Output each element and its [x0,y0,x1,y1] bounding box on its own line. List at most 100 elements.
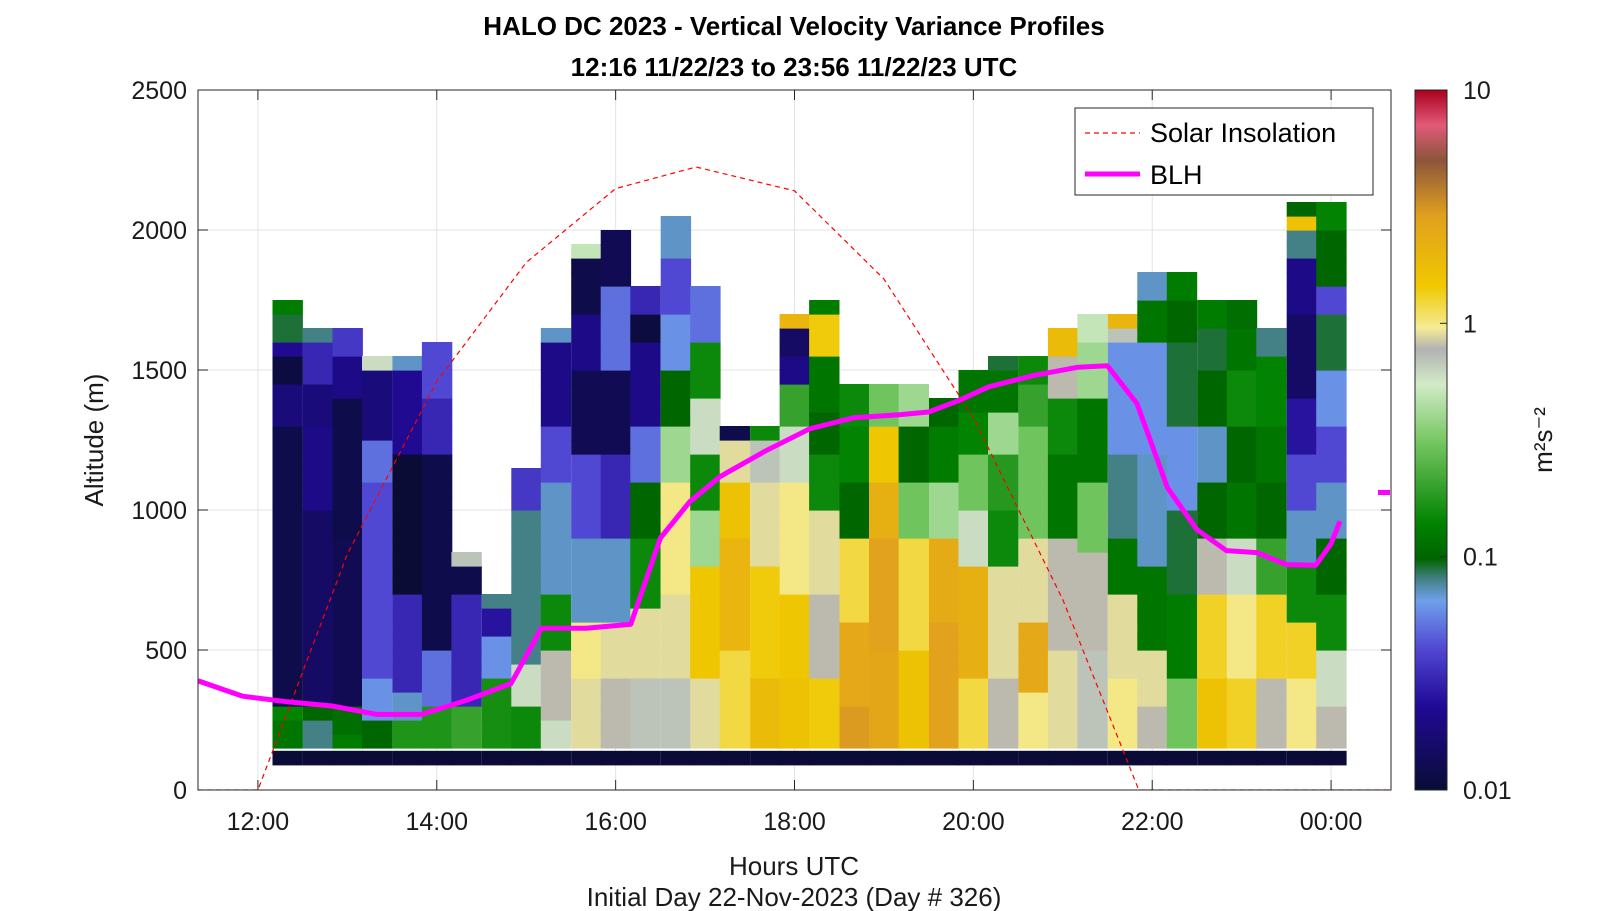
variance-cell [302,342,334,357]
variance-cell [1137,580,1168,595]
variance-cell [272,468,303,483]
variance-cell [958,750,989,766]
variance-cell [451,622,482,637]
variance-cell [272,650,303,665]
variance-cell [1166,608,1198,623]
variance-cell [332,678,363,693]
variance-cell [362,750,393,766]
variance-cell [1197,496,1228,511]
variance-cell [719,496,751,511]
variance-cell [421,664,453,679]
variance-cell [809,356,840,371]
variance-cell [809,734,840,749]
variance-cell [392,650,423,665]
variance-cell [600,384,632,399]
variance-cell [302,664,334,679]
variance-cell [929,650,960,665]
variance-cell [332,552,363,567]
variance-cell [1256,412,1287,427]
variance-cell [630,468,661,483]
variance-cell [660,552,692,567]
variance-cell [719,426,751,441]
variance-cell [929,678,960,693]
variance-cell [1286,370,1318,385]
variance-cell [660,286,692,301]
variance-cell [1316,412,1347,427]
variance-cell [1286,216,1318,231]
variance-cell [1107,608,1139,623]
variance-cell [1316,230,1347,245]
variance-cell [1166,426,1198,441]
variance-cell [1166,300,1198,315]
variance-cell [1166,750,1198,766]
variance-cell [630,300,661,315]
variance-cell [1316,244,1347,259]
variance-cell [540,678,572,693]
variance-cell [1137,706,1168,721]
variance-cell [481,622,513,637]
variance-cell [1197,398,1228,413]
variance-cell [898,384,929,399]
variance-cell [988,538,1019,553]
variance-cell [1316,594,1347,609]
variance-cell [690,398,721,413]
variance-cell [571,608,602,623]
variance-cell [690,720,721,735]
variance-cell [1226,524,1258,539]
variance-cell [1197,426,1228,441]
variance-cell [1047,636,1079,651]
variance-cell [809,608,840,623]
variance-cell [1226,566,1258,581]
variance-cell [1018,552,1049,567]
variance-cell [988,636,1019,651]
variance-cell [779,454,810,469]
variance-cell [1077,440,1108,455]
y-tick-label: 2000 [131,217,187,245]
variance-cell [1047,622,1079,637]
variance-cell [958,566,989,581]
variance-cell [421,524,453,539]
variance-cell [809,482,840,497]
variance-cell [809,328,840,343]
variance-cell [690,650,721,665]
variance-cell [809,664,840,679]
variance-cell [929,664,960,679]
variance-cell [1197,314,1228,329]
variance-cell [660,594,692,609]
variance-cell [571,342,602,357]
y-tick-label: 2500 [131,77,187,105]
variance-cell [451,720,482,735]
variance-cell [1137,650,1168,665]
variance-cell [779,636,810,651]
variance-cell [660,608,692,623]
variance-cell [302,412,334,427]
variance-cell [690,594,721,609]
variance-cell [1047,538,1079,553]
variance-cell [1256,594,1287,609]
variance-cell [750,608,781,623]
variance-cell [1286,412,1318,427]
variance-cell [1077,314,1108,329]
variance-cell [719,594,751,609]
variance-cell [869,552,900,567]
variance-cell [1166,328,1198,343]
variance-cell [332,496,363,511]
variance-cell [1166,692,1198,707]
variance-cell [272,496,303,511]
variance-cell [481,636,513,651]
variance-cell [1077,566,1108,581]
variance-cell [779,552,810,567]
variance-cell [1137,750,1168,766]
variance-cell [779,692,810,707]
variance-cell [1197,468,1228,483]
variance-cell [1166,566,1198,581]
variance-cell [1047,440,1079,455]
variance-cell [1226,650,1258,665]
variance-cell [600,636,632,651]
variance-cell [750,580,781,595]
variance-cell [540,524,572,539]
variance-cell [272,384,303,399]
variance-cell [1197,622,1228,637]
variance-cell [660,440,692,455]
variance-cell [690,384,721,399]
